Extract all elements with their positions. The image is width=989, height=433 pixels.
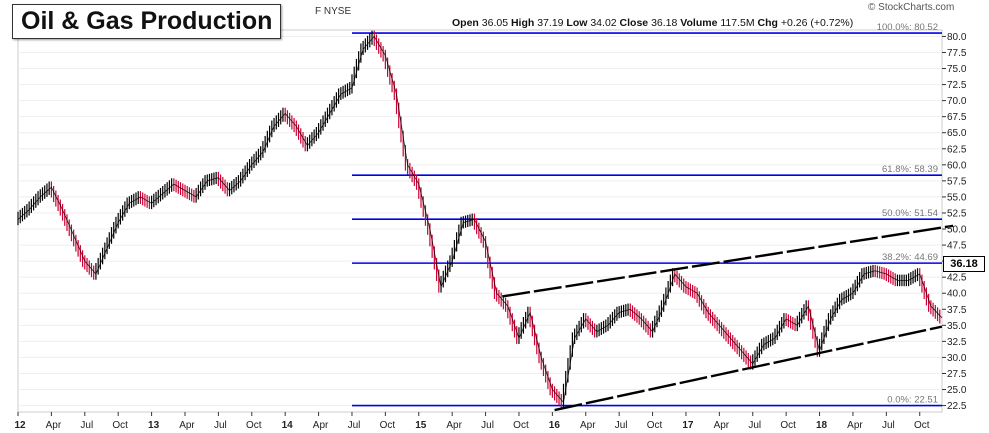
fib-level-label: 100.0%: 80.52 [877,22,938,33]
y-tick-label: 40.0 [947,289,967,300]
close-label: Close [619,17,649,29]
y-tick-label: 62.5 [947,144,967,155]
x-tick-label: Oct [513,420,529,431]
y-tick-label: 70.0 [947,96,967,107]
fibonacci-levels: 100.0%: 80.52 61.8%: 58.39 50.0%: 51.54 38.… [351,22,942,407]
y-axis: 22.525.027.530.032.535.037.540.042.545.0… [942,32,967,412]
high-value: 37.19 [537,17,564,29]
trendline-lower [554,325,943,412]
volume-label: Volume [680,17,718,29]
price-series [17,30,943,409]
y-tick-label: 60.0 [947,160,967,171]
y-tick-label: 30.0 [947,353,967,364]
y-tick-label: 25.0 [947,385,967,396]
y-tick-label: 77.5 [947,48,967,59]
grid-lines [17,29,943,413]
volume-value: 117.5M [720,17,755,29]
ohlc-readout: Open 36.05 High 37.19 Low 34.02 Close 36… [452,17,853,29]
brand-watermark: © StockCharts.com [868,2,955,13]
x-tick-label: Apr [580,420,596,431]
x-tick-label: Apr [847,420,863,431]
ticker-label: F NYSE [315,6,352,17]
x-tick-label: 14 [282,420,294,431]
y-tick-label: 75.0 [947,64,967,75]
y-tick-label: 50.0 [947,225,967,236]
low-label: Low [566,17,588,29]
low-value: 34.02 [590,17,617,29]
open-label: Open [452,17,479,29]
open-value: 36.05 [481,17,509,29]
y-tick-label: 52.5 [947,208,967,219]
x-tick-label: 16 [549,420,561,431]
x-tick-label: 18 [816,420,828,431]
x-tick-label: Oct [914,420,930,431]
x-tick-label: Oct [647,420,663,431]
x-tick-label: Apr [179,420,195,431]
x-tick-label: Jul [748,420,761,431]
y-tick-label: 22.5 [947,401,967,412]
x-tick-label: Oct [780,420,796,431]
y-tick-label: 65.0 [947,128,967,139]
fib-level-label: 50.0%: 51.54 [882,208,938,219]
x-tick-label: Oct [380,420,396,431]
x-tick-label: Jul [615,420,628,431]
y-tick-label: 42.5 [947,273,967,284]
x-tick-label: Jul [214,420,227,431]
fib-level-label: 38.2%: 44.69 [882,252,938,263]
y-tick-label: 37.5 [947,305,967,316]
x-tick-label: Jul [882,420,895,431]
chg-label: Chg [757,17,778,29]
trendline-upper [502,224,954,298]
y-tick-label: 72.5 [947,80,967,91]
price-line [17,35,943,404]
y-tick-label: 47.5 [947,241,967,252]
x-tick-label: 15 [415,420,427,431]
x-tick-label: 13 [148,420,160,431]
x-tick-label: Apr [714,420,730,431]
x-tick-label: Jul [80,420,93,431]
x-tick-label: Jul [481,420,494,431]
high-label: High [510,17,535,29]
x-tick-label: Oct [246,420,262,431]
fib-level-label: 0.0%: 22.51 [887,395,938,406]
x-tick-label: Oct [112,420,128,431]
x-tick-label: 17 [682,420,694,431]
x-tick-label: Apr [46,420,62,431]
y-tick-label: 67.5 [947,112,967,123]
y-tick-label: 27.5 [947,369,967,380]
x-tick-label: Apr [446,420,462,431]
close-value: 36.18 [651,17,678,29]
x-tick-label: Apr [313,420,329,431]
x-axis: 12 Apr Jul Oct 13 Apr Jul Oct 14 Apr Jul Oct 15 Apr Ju… [14,412,930,431]
trendlines [502,224,954,412]
x-tick-label: 12 [14,420,26,431]
y-tick-label: 35.0 [947,321,967,332]
x-tick-label: Jul [348,420,361,431]
y-tick-label: 55.0 [947,192,967,203]
y-tick-label: 80.0 [947,32,967,43]
y-tick-label: 57.5 [947,176,967,187]
plot-frame [17,29,943,413]
last-price-badge: 36.18 [943,256,985,272]
y-tick-label: 32.5 [947,337,967,348]
chart-title: Oil & Gas Production [12,4,282,39]
chg-value: +0.26 (+0.72%) [780,17,854,29]
fib-level-label: 61.8%: 58.39 [882,164,938,175]
